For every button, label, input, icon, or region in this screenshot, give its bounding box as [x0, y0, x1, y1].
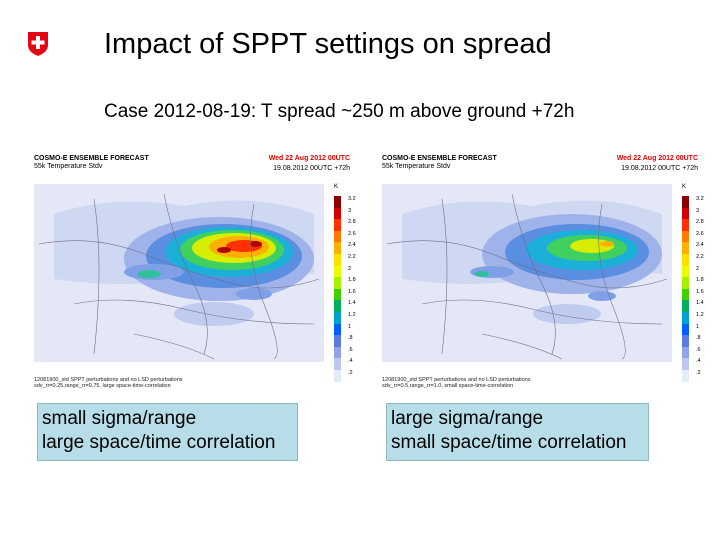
colorbar-segment [334, 207, 341, 220]
map-header-subtitle: 55k Temperature Stdv [34, 163, 103, 170]
map-header-title: COSMO-E ENSEMBLE FORECAST [34, 155, 149, 162]
colorbar-unit: K [681, 184, 686, 190]
colorbar-tick-label: .4 [696, 358, 701, 365]
map-footer-line2: sdv_rr=0.5,range_rr=1.0, small space-tim… [382, 383, 514, 389]
colorbar-segment [682, 369, 689, 382]
colorbar-tick-label: .4 [348, 358, 353, 365]
colorbar-tick-label: 1.6 [696, 288, 704, 295]
colorbar-segment [682, 335, 689, 347]
map-footer-line1: 12081900_std SPPT perturbations and no L… [382, 377, 531, 383]
colorbar-tick-label: 1.8 [348, 277, 356, 284]
colorbar-segment [682, 265, 689, 278]
colorbar-segment [334, 219, 341, 231]
colorbar-tick-label: .8 [348, 335, 353, 342]
slide-subtitle: Case 2012-08-19: T spread ~250 m above g… [104, 101, 575, 122]
colorbar-segment [334, 288, 341, 301]
colorbar-tick-label: 3.2 [696, 196, 704, 202]
colorbar-segment [334, 242, 341, 254]
colorbar-segment [682, 311, 689, 324]
colorbar-tick-label: 2.6 [696, 230, 704, 237]
colorbar-tick-label: 1.4 [696, 300, 704, 307]
colorbar-segment [334, 277, 341, 289]
caption-line1: large sigma/range [391, 408, 544, 429]
colorbar-segment [334, 230, 341, 243]
caption-left: small sigma/range large space/time corre… [37, 403, 298, 461]
map-run: 19.08.2012 00UTC +72h [273, 165, 350, 172]
colorbar-segment [334, 196, 341, 208]
map-header-title: COSMO-E ENSEMBLE FORECAST [382, 155, 497, 162]
colorbar [682, 196, 689, 382]
colorbar-segment [682, 358, 689, 370]
colorbar-segment [682, 242, 689, 254]
colorbar-tick-label: 1.2 [696, 312, 704, 318]
colorbar-tick-label: 3.2 [348, 196, 356, 202]
colorbar-tick-label: 2.8 [696, 219, 704, 226]
map-footer-line2: sdv_rr=0.25,range_rr=0.75, large space-t… [34, 383, 171, 389]
colorbar-tick-label: 2.6 [348, 230, 356, 237]
colorbar-tick-label: 1.8 [696, 277, 704, 284]
map-header-subtitle: 55k Temperature Stdv [382, 163, 451, 170]
colorbar-tick-label: .6 [348, 346, 353, 353]
colorbar-tick-label: 3 [696, 207, 700, 214]
colorbar-tick-label: .2 [696, 370, 701, 376]
colorbar-segment [334, 265, 341, 278]
colorbar-tick-label: 1 [348, 323, 352, 330]
colorbar-segment [682, 346, 689, 359]
colorbar-tick-label: 2.2 [696, 254, 704, 260]
colorbar-segment [682, 219, 689, 231]
colorbar-tick-label: 2.2 [348, 254, 356, 260]
map-footer-line1: 12081900_std SPPT perturbations and no L… [34, 377, 183, 383]
caption-line1: small sigma/range [42, 408, 197, 429]
colorbar-segment [682, 253, 689, 266]
colorbar-tick-label: 1.2 [348, 312, 356, 318]
colorbar-tick-label: 1 [696, 323, 700, 330]
map-date: Wed 22 Aug 2012 00UTC [616, 155, 698, 162]
caption-line2: small space/time correlation [391, 432, 627, 453]
map-run: 19.08.2012 00UTC +72h [621, 165, 698, 172]
colorbar-segment [682, 230, 689, 243]
colorbar-tick-label: 2.4 [348, 242, 356, 249]
colorbar-segment [334, 369, 341, 382]
forecast-map-right: COSMO-E ENSEMBLE FORECAST 55k Temperatur… [380, 152, 710, 389]
colorbar-segment [682, 323, 689, 336]
map-date: Wed 22 Aug 2012 00UTC [268, 155, 350, 162]
colorbar-tick-label: 3 [348, 207, 352, 214]
colorbar-tick-label: 2.8 [348, 219, 356, 226]
colorbar-tick-label: 1.6 [348, 288, 356, 295]
colorbar [334, 196, 341, 382]
colorbar-tick-label: 1.4 [348, 300, 356, 307]
colorbar-tick-label: .6 [696, 346, 701, 353]
colorbar-tick-label: .8 [696, 335, 701, 342]
colorbar-tick-label: 2 [348, 265, 352, 272]
colorbar-segment [334, 253, 341, 266]
colorbar-segment [682, 277, 689, 289]
colorbar-segment [334, 323, 341, 336]
colorbar-segment [334, 300, 341, 312]
colorbar-segment [334, 358, 341, 370]
swiss-flag-logo [28, 32, 48, 56]
forecast-map-left: COSMO-E ENSEMBLE FORECAST 55k Temperatur… [32, 152, 362, 389]
caption-line2: large space/time correlation [42, 432, 276, 453]
colorbar-segment [334, 311, 341, 324]
spread-field-map [382, 184, 672, 362]
colorbar-tick-label: .2 [348, 370, 353, 376]
spread-field-map [34, 184, 324, 362]
colorbar-segment [334, 346, 341, 359]
colorbar-segment [682, 196, 689, 208]
slide-title: Impact of SPPT settings on spread [104, 28, 552, 60]
colorbar-segment [682, 300, 689, 312]
colorbar-segment [682, 288, 689, 301]
colorbar-segment [334, 335, 341, 347]
colorbar-tick-label: 2.4 [696, 242, 704, 249]
caption-right: large sigma/range small space/time corre… [386, 403, 649, 461]
colorbar-unit: K [333, 184, 338, 190]
colorbar-tick-label: 2 [696, 265, 700, 272]
colorbar-segment [682, 207, 689, 220]
